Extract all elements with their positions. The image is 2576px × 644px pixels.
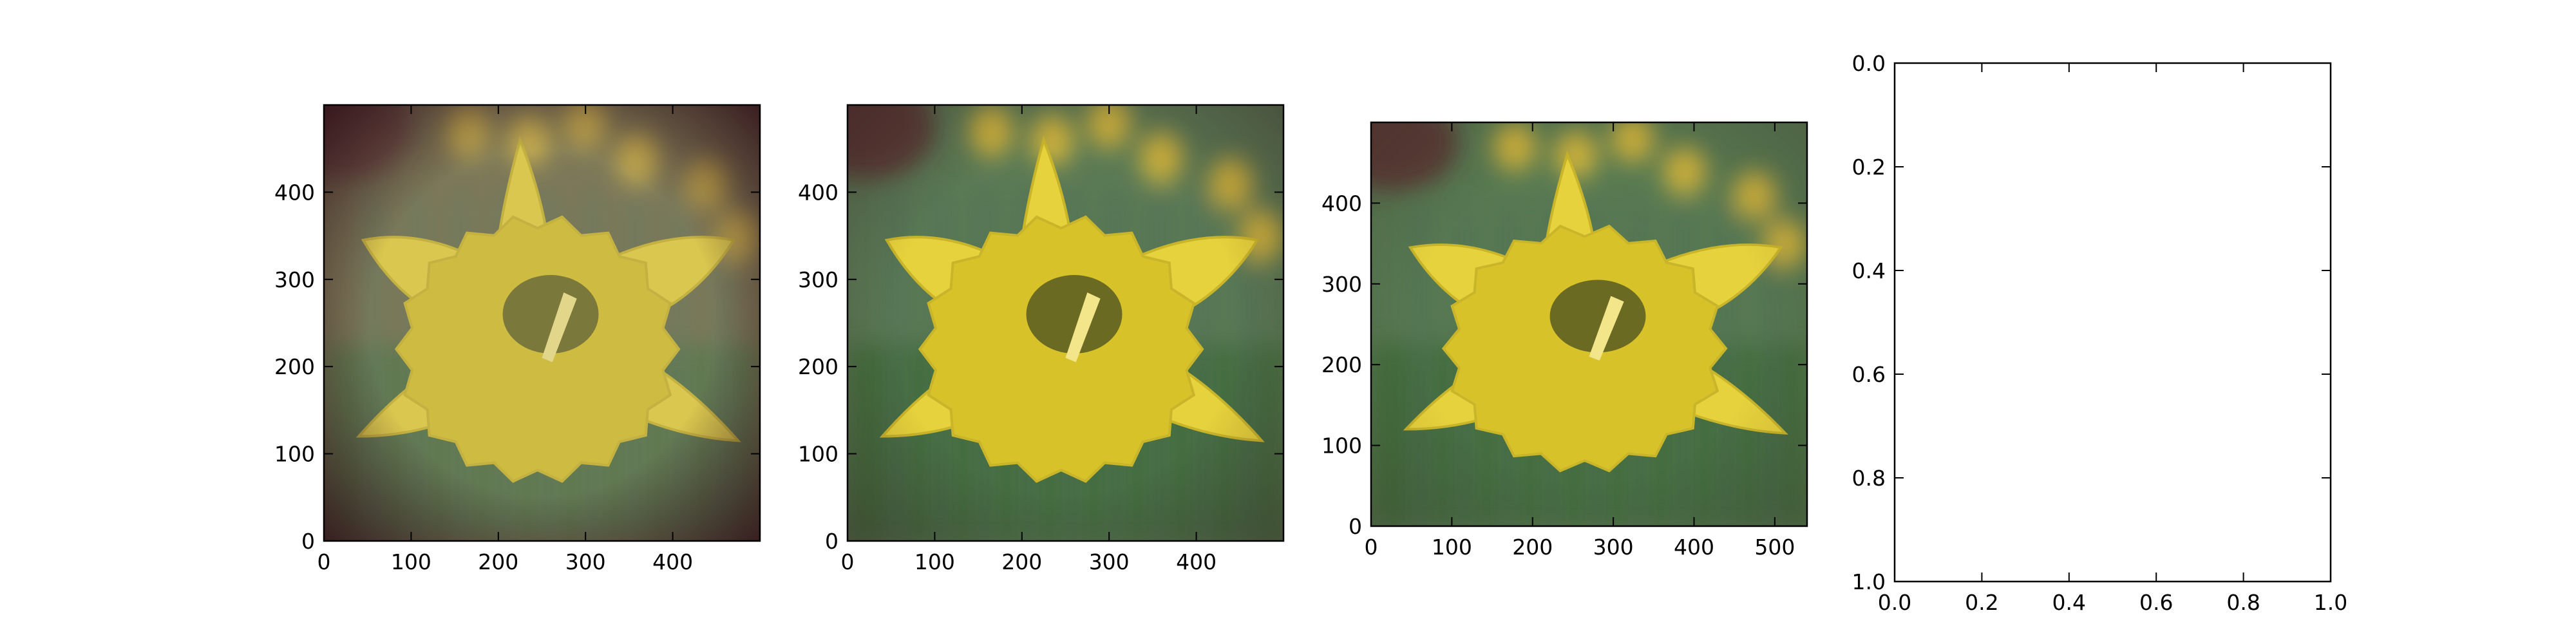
y-tick-label: 100	[274, 442, 315, 467]
axes-2: 0 100 200 300 400 0 100 200 300 400	[798, 104, 1285, 574]
x-tick-label: 400	[1674, 535, 1714, 560]
axes-1: 0 100 200 300 400 0 100 200 300 400	[274, 104, 761, 574]
y-tick-label: 400	[1321, 191, 1362, 216]
y-tick-label: 0	[1349, 514, 1362, 539]
x-tick-label: 0.6	[2139, 590, 2173, 615]
y-tick-label: 0	[825, 529, 838, 554]
y-tick-label: 100	[798, 442, 838, 467]
y-tick-label: 1.0	[1852, 569, 1886, 594]
x-tick-label: 400	[1176, 549, 1217, 574]
y-tick-label: 200	[1321, 352, 1362, 377]
y-tick-label: 400	[274, 180, 315, 205]
y-tick-label: 400	[798, 180, 838, 205]
y-tick-label: 300	[1321, 272, 1362, 297]
x-tick-label: 0.2	[1965, 590, 1998, 615]
y-tick-label: 100	[1321, 433, 1362, 459]
x-tick-label: 200	[1001, 549, 1042, 574]
x-tick-label: 500	[1754, 535, 1795, 560]
y-tick-label: 0.8	[1852, 466, 1886, 491]
x-tick-label: 300	[1593, 535, 1634, 560]
x-tick-label: 300	[1089, 549, 1130, 574]
daffodil-image	[1371, 122, 1807, 526]
y-tick-label: 200	[274, 354, 315, 379]
x-tick-label: 0.8	[2226, 590, 2260, 615]
y-tick-label: 0.2	[1852, 155, 1886, 180]
y-tick-label: 200	[798, 354, 838, 379]
axes-3: 0 100 200 300 400 500 0 100 200 300 400	[1321, 121, 1808, 560]
x-tick-label: 1.0	[2314, 590, 2347, 615]
axes-frame	[846, 104, 1285, 542]
y-tick-label: 0	[301, 529, 315, 554]
x-tick-label: 200	[478, 549, 518, 574]
x-tick-label: 100	[391, 549, 431, 574]
daffodil-image	[848, 105, 1283, 541]
x-tick-label: 100	[914, 549, 955, 574]
y-tick-label: 0.4	[1852, 258, 1886, 283]
y-tick-label: 300	[274, 267, 315, 292]
axes-4: 0.0 0.2 0.4 0.6 0.8 1.00.00.20.40.60.81.0	[1852, 51, 2348, 615]
y-tick-label: 0.0	[1852, 51, 1886, 76]
axes-frame	[323, 104, 761, 542]
x-tick-label: 0	[317, 549, 331, 574]
x-tick-label: 0.0	[1878, 590, 1911, 615]
daffodil-image	[324, 105, 760, 541]
y-tick-label: 300	[798, 267, 838, 292]
x-tick-label: 200	[1512, 535, 1553, 560]
y-tick-label: 0.6	[1852, 362, 1886, 387]
x-tick-label: 300	[565, 549, 606, 574]
x-tick-label: 0.4	[2052, 590, 2086, 615]
x-tick-label: 0	[1365, 535, 1378, 560]
x-tick-label: 100	[1432, 535, 1472, 560]
x-tick-label: 400	[652, 549, 693, 574]
axes-frame	[1370, 121, 1808, 527]
axes-frame	[1893, 62, 2332, 583]
x-tick-label: 0	[841, 549, 855, 574]
